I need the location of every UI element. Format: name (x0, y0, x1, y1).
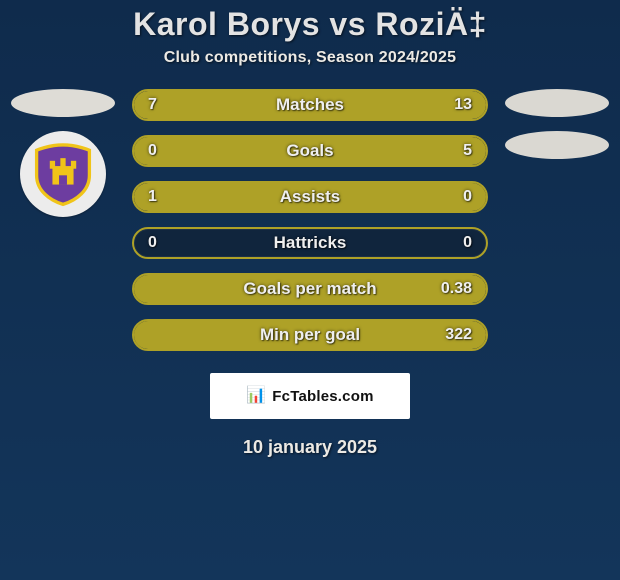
stat-label: Matches (276, 95, 344, 115)
shield-icon (30, 141, 96, 207)
stat-label: Hattricks (274, 233, 347, 253)
stat-label: Assists (280, 187, 340, 207)
page-title: Karol Borys vs RoziÄ‡ (0, 0, 620, 43)
stat-value-right: 0.38 (441, 280, 472, 298)
stat-label: Goals per match (243, 279, 376, 299)
stat-bar: Hattricks 0 0 (132, 227, 488, 259)
brand-badge: 📊 FcTables.com (210, 373, 410, 419)
stat-value-right: 5 (463, 142, 472, 160)
stat-value-left: 1 (148, 188, 157, 206)
club-badge-maribor (20, 131, 106, 217)
chart-icon: 📊 (246, 388, 266, 404)
brand-text: FcTables.com (272, 388, 373, 405)
stat-bar: Goals per match 0.38 (132, 273, 488, 305)
stat-value-left: 0 (148, 142, 157, 160)
stat-bar: Assists 1 0 (132, 181, 488, 213)
stat-value-right: 13 (454, 96, 472, 114)
page-subtitle: Club competitions, Season 2024/2025 (0, 49, 620, 67)
right-player-pill-1 (505, 89, 609, 117)
stat-value-right: 0 (463, 188, 472, 206)
main-row: Matches713Goals05Assists10Hattricks00Goa… (0, 89, 620, 351)
stat-value-right: 0 (463, 234, 472, 252)
right-column (502, 89, 612, 351)
footer-date: 10 january 2025 (0, 437, 620, 458)
infographic-card: Karol Borys vs RoziÄ‡ Club competitions,… (0, 0, 620, 458)
stat-value-left: 0 (148, 234, 157, 252)
stat-bar: Goals 0 5 (132, 135, 488, 167)
stats-column: Matches713Goals05Assists10Hattricks00Goa… (118, 89, 502, 351)
stat-label: Goals (286, 141, 333, 161)
stat-label: Min per goal (260, 325, 360, 345)
stat-value-right: 322 (445, 326, 472, 344)
stat-bar: Min per goal 322 (132, 319, 488, 351)
right-player-pill-2 (505, 131, 609, 159)
stat-bar: Matches 7 13 (132, 89, 488, 121)
stat-value-left: 7 (148, 96, 157, 114)
left-column (8, 89, 118, 351)
left-player-pill (11, 89, 115, 117)
